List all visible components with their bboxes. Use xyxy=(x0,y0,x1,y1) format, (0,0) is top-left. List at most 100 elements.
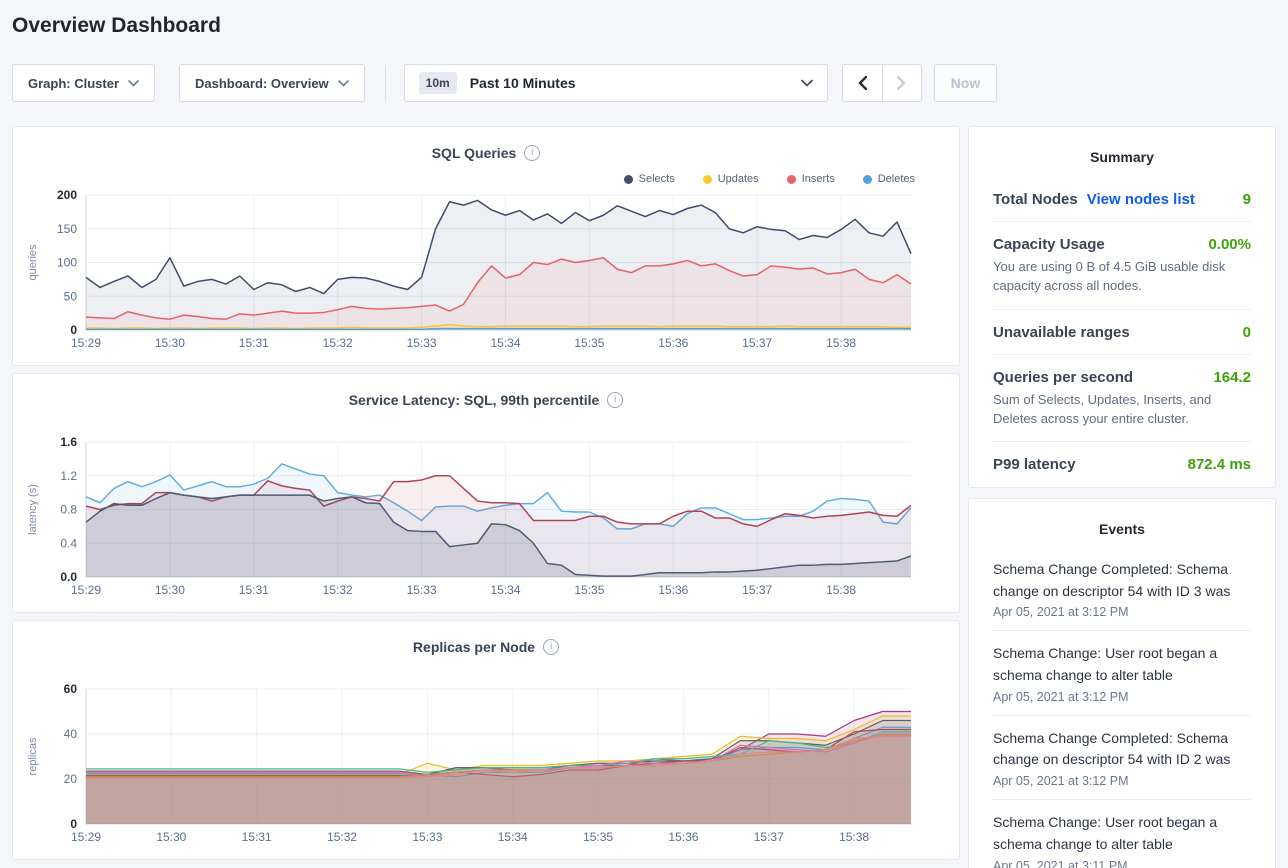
svg-text:0.4: 0.4 xyxy=(60,536,77,550)
replicas-per-node-area-node-7 xyxy=(86,734,911,824)
service-latency-line-node-navy xyxy=(85,491,912,577)
svg-text:15:31: 15:31 xyxy=(239,336,269,350)
service-latency-line-node-blue xyxy=(85,463,912,530)
svg-text:15:29: 15:29 xyxy=(71,830,101,844)
side-column: Summary Total Nodes View nodes list 9 Capac… xyxy=(968,126,1276,868)
svg-text:15:37: 15:37 xyxy=(754,830,784,844)
summary-metric-label: Queries per second xyxy=(993,368,1134,386)
svg-text:50: 50 xyxy=(64,289,78,303)
toolbar-divider xyxy=(384,65,386,101)
svg-text:0: 0 xyxy=(70,817,77,831)
legend-item-selects: Selects xyxy=(623,173,675,185)
svg-text:15:36: 15:36 xyxy=(658,583,688,597)
replicas-per-node-title-row: Replicas per Node i xyxy=(13,621,959,655)
events-title: Events xyxy=(1099,521,1145,537)
sql-queries-chart-panel: SQL Queries i Selects Updates Inserts Deletes… xyxy=(12,126,960,366)
svg-text:150: 150 xyxy=(57,222,77,236)
summary-row-head: Total Nodes View nodes list 9 xyxy=(993,191,1251,208)
summary-row-head: Unavailable ranges 0 xyxy=(993,324,1251,341)
svg-text:15:30: 15:30 xyxy=(156,830,186,844)
event-message: Schema Change: User root began a schema … xyxy=(993,814,1218,852)
svg-text:15:36: 15:36 xyxy=(668,830,698,844)
svg-text:15:37: 15:37 xyxy=(742,336,772,350)
chevron-right-icon xyxy=(897,76,906,90)
event-message: Schema Change Completed: Schema change o… xyxy=(993,561,1231,599)
chevron-down-icon xyxy=(800,79,813,87)
svg-text:15:34: 15:34 xyxy=(490,336,520,350)
graph-selector-label: Graph: Cluster xyxy=(28,75,120,91)
replicas-per-node-area-node-9 xyxy=(86,736,911,824)
svg-text:15:33: 15:33 xyxy=(412,830,442,844)
summary-metric-note: You are using 0 B of 4.5 GiB usable disk… xyxy=(993,259,1226,293)
legend-item-updates: Updates xyxy=(702,173,759,185)
sql-queries-line-deletes xyxy=(86,327,911,331)
svg-text:15:33: 15:33 xyxy=(407,336,437,350)
svg-text:1.2: 1.2 xyxy=(60,469,77,483)
summary-title: Summary xyxy=(1090,149,1154,165)
replicas-per-node-line-node-8 xyxy=(86,734,911,778)
sql-queries-plot[interactable]: 0 50 100 150 200 15:29 15:30 15:31 15:32 15:33 15:… xyxy=(23,185,951,357)
replicas-per-node-chart-panel: Replicas per Node i 0 20 40 60 15:29 15:30 15:31… xyxy=(12,620,960,860)
svg-text:15:31: 15:31 xyxy=(239,583,269,597)
svg-text:0.8: 0.8 xyxy=(60,503,77,517)
svg-text:15:38: 15:38 xyxy=(826,336,856,350)
info-icon[interactable]: i xyxy=(524,145,541,161)
svg-text:queries: queries xyxy=(27,244,39,281)
charts-column: SQL Queries i Selects Updates Inserts Deletes… xyxy=(12,126,960,860)
svg-text:15:29: 15:29 xyxy=(71,583,101,597)
event-item: Schema Change Completed: Schema change o… xyxy=(993,547,1251,632)
next-time-button[interactable] xyxy=(881,65,921,101)
service-latency-plot[interactable]: 0.0 0.4 0.8 1.2 1.6 15:29 15:30 15:31 15:32 15:33… xyxy=(23,432,951,604)
graph-selector-dropdown[interactable]: Graph: Cluster xyxy=(12,64,156,102)
time-pager xyxy=(841,64,922,102)
time-range-dropdown[interactable]: 10m Past 10 Minutes xyxy=(403,64,828,102)
prev-time-button[interactable] xyxy=(843,65,882,101)
event-message: Schema Change: User root began a schema … xyxy=(993,645,1218,684)
summary-metric-value: 9 xyxy=(1242,191,1251,208)
summary-metric-value: 0 xyxy=(1242,323,1251,341)
event-timestamp: Apr 05, 2021 at 3:12 PM xyxy=(993,689,1129,704)
dashboard-selector-dropdown[interactable]: Dashboard: Overview xyxy=(179,64,365,102)
chevron-down-icon xyxy=(128,79,139,87)
now-button[interactable]: Now xyxy=(933,64,998,102)
svg-text:15:38: 15:38 xyxy=(839,830,869,844)
page-title: Overview Dashboard xyxy=(12,14,221,37)
info-icon[interactable]: i xyxy=(607,392,624,408)
service-latency-chart-panel: Service Latency: SQL, 99th percentile i 0.… xyxy=(12,373,960,613)
info-icon[interactable]: i xyxy=(543,639,560,655)
svg-text:15:35: 15:35 xyxy=(583,830,613,844)
service-latency-title-row: Service Latency: SQL, 99th percentile i xyxy=(13,374,959,408)
legend-dot-icon xyxy=(623,174,633,184)
summary-rows: Total Nodes View nodes list 9 Capacity Usag… xyxy=(993,177,1251,486)
svg-text:15:37: 15:37 xyxy=(742,583,772,597)
svg-text:15:35: 15:35 xyxy=(574,336,604,350)
svg-text:1.6: 1.6 xyxy=(60,435,77,449)
replicas-per-node-chart-title: Replicas per Node xyxy=(412,639,536,655)
summary-panel: Summary Total Nodes View nodes list 9 Capac… xyxy=(968,126,1276,488)
replicas-per-node-area-node-1 xyxy=(86,711,911,824)
summary-metric-value: 0.00% xyxy=(1208,236,1251,253)
replicas-per-node-line-node-2 xyxy=(86,715,911,776)
replicas-per-node-area-node-8 xyxy=(86,735,911,824)
summary-row: P99 latency 872.4 ms xyxy=(993,442,1251,486)
replicas-per-node-area-node-6 xyxy=(86,731,911,824)
summary-row: Queries per second 164.2 Sum of Selects, U… xyxy=(993,355,1251,443)
replicas-per-node-plot[interactable]: 0 20 40 60 15:29 15:30 15:31 15:32 15:33 15:34 15:… xyxy=(23,679,951,851)
replicas-per-node-line-node-5 xyxy=(86,728,911,778)
svg-text:20: 20 xyxy=(64,772,78,786)
svg-text:15:32: 15:32 xyxy=(327,830,357,844)
legend-label: Deletes xyxy=(877,173,915,185)
sql-queries-chart-title: SQL Queries xyxy=(431,145,517,161)
time-range-label: Past 10 Minutes xyxy=(469,75,576,91)
service-latency-area-node-red xyxy=(86,475,911,577)
sql-queries-line-selects xyxy=(85,199,912,295)
svg-text:15:32: 15:32 xyxy=(323,336,353,350)
svg-text:0.0: 0.0 xyxy=(60,570,77,584)
event-timestamp: Apr 05, 2021 at 3:11 PM xyxy=(993,858,1128,868)
legend-dot-icon xyxy=(702,174,712,184)
service-latency-area-node-blue xyxy=(86,463,911,577)
svg-text:60: 60 xyxy=(64,682,78,696)
legend-label: Selects xyxy=(638,173,675,185)
svg-text:15:34: 15:34 xyxy=(490,583,520,597)
view-nodes-link[interactable]: View nodes list xyxy=(1086,191,1195,208)
